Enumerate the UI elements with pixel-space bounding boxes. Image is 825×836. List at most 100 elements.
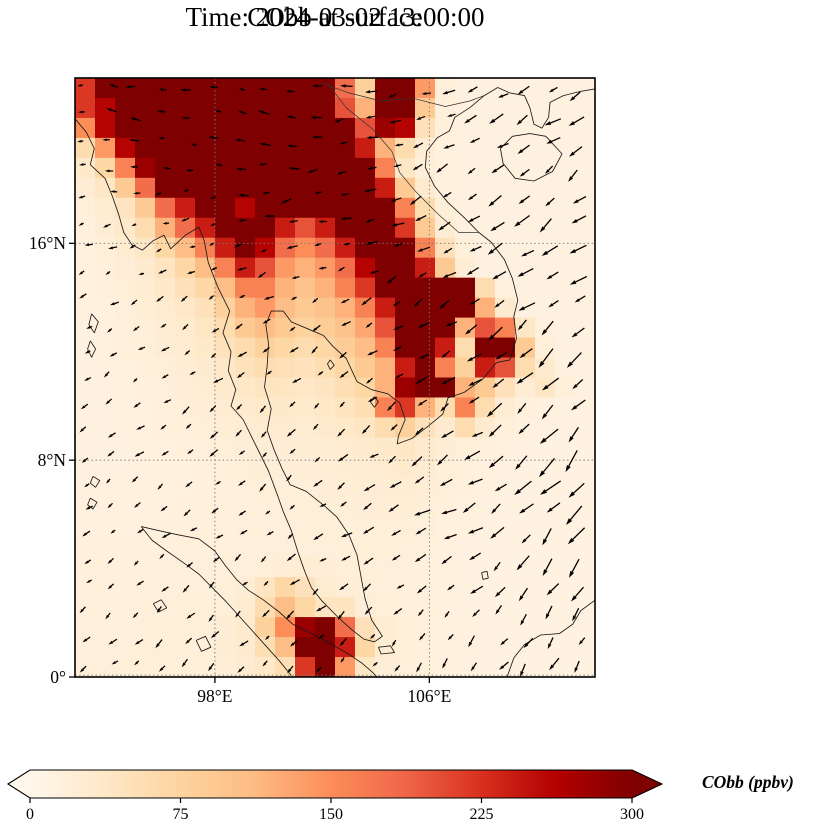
wind-arrow — [539, 218, 552, 233]
heatmap-cell — [495, 457, 516, 478]
heatmap-cell — [115, 257, 136, 279]
wind-arrow — [137, 528, 144, 534]
heatmap-cell — [95, 317, 116, 339]
heatmap-cell — [135, 417, 156, 438]
heatmap-cell — [235, 277, 256, 299]
heatmap-cell — [235, 397, 256, 418]
heatmap-cell — [535, 597, 556, 618]
wind-arrow — [161, 586, 169, 592]
wind-arrow — [209, 85, 218, 89]
heatmap-cell — [515, 78, 536, 99]
heatmap-cell — [455, 537, 476, 558]
heatmap-cell — [295, 617, 316, 638]
heatmap-cell — [255, 357, 276, 378]
heatmap-cell — [135, 197, 156, 219]
wind-arrow — [467, 193, 477, 201]
wind-arrow — [499, 661, 509, 670]
wind-arrow — [419, 353, 430, 359]
heatmap-cell — [195, 477, 216, 498]
wind-arrow — [340, 532, 353, 538]
heatmap-cell — [155, 337, 176, 359]
wind-arrow — [182, 406, 190, 415]
wind-arrow — [386, 275, 397, 284]
heatmap-cell — [155, 137, 176, 159]
wind-arrow — [367, 350, 378, 356]
wind-arrow — [107, 450, 115, 457]
wind-arrow — [133, 502, 141, 508]
heatmap-cell — [415, 197, 436, 219]
heatmap-cell — [475, 517, 496, 538]
heatmap-cell — [255, 177, 276, 199]
wind-arrow — [334, 118, 344, 123]
heatmap-cell — [375, 457, 396, 478]
colorbar-tick-label: 225 — [470, 806, 494, 823]
wind-arrow — [337, 453, 349, 462]
heatmap-cell — [135, 477, 156, 498]
heatmap-cell — [455, 357, 476, 378]
heatmap-cell — [155, 277, 176, 299]
heatmap-cell — [455, 337, 476, 359]
heatmap-cell — [255, 237, 276, 259]
heatmap-cell — [515, 557, 536, 578]
heatmap-cell — [575, 177, 596, 199]
wind-arrow — [393, 242, 403, 247]
heatmap-cell — [275, 137, 296, 159]
wind-arrow — [565, 505, 583, 526]
heatmap-cell — [435, 657, 456, 678]
wind-arrow — [363, 557, 374, 565]
heatmap-cell — [555, 657, 576, 678]
heatmap-cell — [195, 537, 216, 558]
heatmap-cell — [535, 237, 556, 259]
heatmap-cell — [555, 297, 576, 319]
heatmap-cell — [135, 137, 156, 159]
heatmap-cell — [195, 457, 216, 478]
wind-arrow — [181, 116, 190, 120]
heatmap-cell — [395, 477, 416, 498]
heatmap-cell — [75, 377, 96, 398]
heatmap-cell — [75, 437, 96, 458]
wind-arrow — [518, 302, 536, 311]
wind-arrow — [290, 640, 298, 647]
wind-arrow — [421, 92, 432, 95]
heatmap-cell — [115, 78, 136, 99]
heatmap-cell — [315, 217, 336, 239]
heatmap-cell — [75, 78, 96, 99]
heatmap-cell — [335, 417, 356, 438]
heatmap-cell — [255, 137, 276, 159]
heatmap-cell — [315, 517, 336, 538]
heatmap-cell — [135, 397, 156, 418]
wind-arrow — [337, 170, 347, 175]
heatmap-cell — [415, 397, 436, 418]
wind-arrow — [418, 272, 427, 278]
wind-arrow — [160, 323, 167, 328]
wind-arrow — [546, 583, 560, 596]
heatmap-cell — [415, 437, 436, 458]
wind-arrow — [108, 246, 118, 250]
heatmap-cell — [475, 537, 496, 558]
heatmap-cell — [555, 257, 576, 279]
wind-arrow — [186, 612, 196, 619]
heatmap-cell — [135, 597, 156, 618]
wind-arrow — [82, 636, 91, 643]
wind-arrow — [517, 85, 530, 95]
heatmap-cell — [515, 537, 536, 558]
heatmap-cell — [235, 297, 256, 319]
heatmap-cell — [155, 417, 176, 438]
wind-arrow — [486, 402, 503, 417]
heatmap-cell — [575, 337, 596, 359]
heatmap-cell — [275, 577, 296, 598]
heatmap-cell — [395, 217, 416, 239]
wind-arrow — [314, 242, 322, 247]
wind-arrow — [340, 84, 353, 88]
wind-arrow — [319, 503, 327, 507]
heatmap-cell — [115, 277, 136, 299]
heatmap-cell — [75, 537, 96, 558]
heatmap-cell — [255, 197, 276, 219]
heatmap-cell — [315, 597, 336, 618]
heatmap-cell — [195, 337, 216, 359]
wind-arrow — [189, 527, 198, 532]
heatmap-cell — [395, 597, 416, 618]
heatmap-cell — [555, 237, 576, 259]
heatmap-cell — [115, 117, 136, 139]
heatmap-cell — [135, 617, 156, 638]
